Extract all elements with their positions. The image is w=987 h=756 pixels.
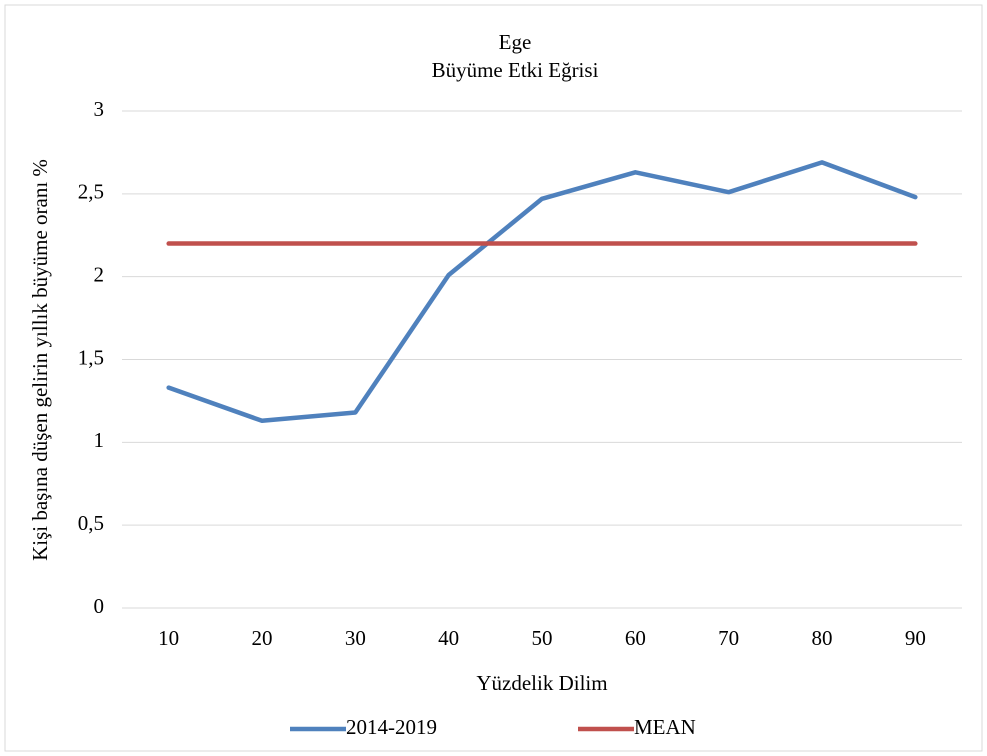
y-tick-label: 1 [94, 428, 105, 452]
x-tick-label: 20 [252, 626, 273, 650]
series-line [166, 160, 918, 424]
y-axis-label: Kişi başına düşen gelirin yıllık büyüme … [28, 159, 52, 561]
y-tick-label: 2,5 [78, 180, 104, 204]
y-tick-label: 1,5 [78, 345, 104, 369]
x-tick-label: 70 [718, 626, 739, 650]
x-tick-label: 50 [532, 626, 553, 650]
legend-label: 2014-2019 [346, 715, 437, 739]
x-tick-label: 40 [438, 626, 459, 650]
chart-subtitle: Büyüme Etki Eğrisi [432, 58, 599, 82]
y-tick-label: 3 [94, 97, 105, 121]
x-tick-label: 80 [812, 626, 833, 650]
legend-label: MEAN [634, 715, 696, 739]
x-tick-label: 30 [345, 626, 366, 650]
x-tick-label: 60 [625, 626, 646, 650]
x-axis-label: Yüzdelik Dilim [476, 671, 607, 695]
x-tick-label: 90 [905, 626, 926, 650]
x-tick-label: 10 [158, 626, 179, 650]
chart-border [4, 4, 983, 752]
chart-title: Ege [499, 30, 532, 54]
y-tick-label: 0,5 [78, 511, 104, 535]
y-tick-label: 0 [94, 594, 105, 618]
y-tick-label: 2 [94, 262, 105, 286]
